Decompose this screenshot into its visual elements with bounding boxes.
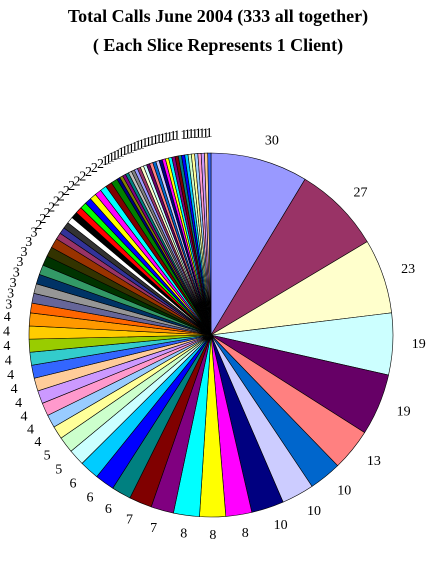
chart-subtitle: ( Each Slice Represents 1 Client) — [92, 35, 344, 55]
slice-value-label: 2 — [79, 170, 86, 185]
slice-value-label: 3 — [21, 245, 28, 260]
slice-value-label: 6 — [86, 490, 93, 505]
slice-value-label: 1 — [102, 154, 109, 169]
slice-value-label: 1 — [155, 132, 162, 147]
slice-value-label: 1 — [148, 134, 155, 149]
slice-value-label: 2 — [35, 218, 42, 233]
slice-value-label: 1 — [206, 126, 213, 141]
slice-value-label: 19 — [397, 404, 411, 419]
slice-value-label: 1 — [134, 139, 141, 154]
slice-value-label: 1 — [162, 131, 169, 146]
slice-value-label: 5 — [44, 448, 51, 463]
slice-value-label: 1 — [198, 126, 205, 141]
slice-value-label: 1 — [184, 128, 191, 143]
slice-value-label: 8 — [180, 526, 187, 541]
slice-value-label: 6 — [69, 477, 76, 492]
slice-value-label: 2 — [48, 200, 55, 215]
slice-value-label: 5 — [55, 462, 62, 477]
slice-value-label: 7 — [126, 512, 133, 527]
slice-value-label: 10 — [274, 518, 288, 533]
slice-value-label: 2 — [74, 174, 81, 189]
slice-value-label: 2 — [58, 189, 65, 204]
slice-value-label: 3 — [25, 235, 32, 250]
slice-value-label: 1 — [131, 140, 138, 155]
pie-slice — [210, 152, 306, 337]
slice-value-label: 1 — [145, 135, 152, 150]
slice-value-label: 3 — [10, 276, 17, 291]
slice-value-label: 4 — [15, 396, 22, 411]
slice-value-label: 30 — [265, 134, 279, 149]
slice-value-label: 4 — [11, 382, 18, 397]
slice-value-label: 2 — [91, 161, 98, 176]
slice-value-label: 1 — [191, 127, 198, 142]
slice-value-label: 1 — [159, 131, 166, 146]
slice-value-label: 6 — [105, 502, 112, 517]
slice-value-label: 1 — [202, 126, 209, 141]
slice-value-label: 8 — [242, 526, 249, 541]
slice-value-label: 2 — [44, 206, 51, 221]
slice-value-label: 2 — [53, 195, 60, 210]
slice-value-label: 2 — [63, 184, 70, 199]
slice-value-label: 1 — [138, 137, 145, 152]
slice-value-label: 1 — [152, 133, 159, 148]
slice-value-label: 1 — [166, 130, 173, 145]
slice-value-label: 2 — [39, 212, 46, 227]
slice-value-label: 4 — [5, 354, 12, 369]
slice-value-label: 1 — [195, 127, 202, 142]
slice-value-label: 4 — [3, 339, 10, 354]
slice-value-label: 27 — [353, 185, 367, 200]
slice-value-label: 2 — [97, 157, 104, 172]
slice-value-label: 1 — [111, 149, 118, 164]
slice-value-label: 2 — [85, 165, 92, 180]
slice-value-label: 3 — [31, 226, 38, 241]
slice-value-label: 4 — [3, 324, 10, 339]
slice-value-label: 4 — [34, 435, 41, 450]
slice-value-label: 4 — [4, 310, 11, 325]
slice-value-label: 1 — [180, 128, 187, 143]
slice-value-label: 1 — [170, 129, 177, 144]
slice-value-label: 1 — [121, 144, 128, 159]
slice-value-label: 1 — [188, 127, 195, 142]
slice-value-label: 3 — [16, 255, 23, 270]
slice-value-label: 1 — [114, 147, 121, 162]
slice-value-label: 23 — [401, 262, 415, 277]
slice-value-label: 1 — [173, 129, 180, 144]
chart-title: Total Calls June 2004 (333 all together) — [67, 6, 369, 26]
slice-value-label: 1 — [128, 141, 135, 156]
slice-value-label: 13 — [367, 454, 381, 469]
slice-value-label: 4 — [21, 409, 28, 424]
slice-value-label: 19 — [412, 337, 426, 352]
slice-value-label: 4 — [27, 422, 34, 437]
slice-value-label: 1 — [108, 151, 115, 166]
slice-value-label: 3 — [7, 287, 14, 302]
slice-value-label: 10 — [337, 484, 351, 499]
slice-value-label: 3 — [5, 297, 12, 312]
slice-value-label: 3 — [13, 265, 20, 280]
slice-value-label: 4 — [7, 368, 14, 383]
slice-value-label: 8 — [209, 528, 216, 543]
slice-value-label: 7 — [150, 521, 157, 536]
pie-slice — [207, 152, 212, 336]
slice-value-label: 2 — [68, 179, 75, 194]
slice-value-label: 1 — [141, 136, 148, 151]
slice-value-label: 1 — [118, 146, 125, 161]
slice-value-label: 1 — [105, 152, 112, 167]
slice-value-label: 1 — [124, 143, 131, 158]
slice-value-label: 10 — [307, 504, 321, 519]
